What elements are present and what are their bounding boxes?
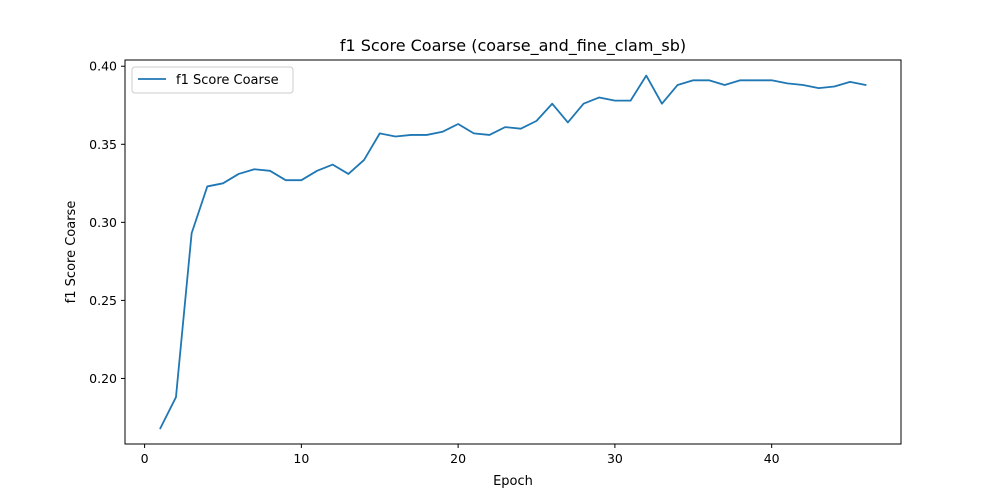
x-tick-label: 10 <box>293 451 309 466</box>
x-axis-label: Epoch <box>493 474 533 489</box>
y-tick-label: 0.30 <box>89 215 117 230</box>
plot-area-frame <box>124 59 902 445</box>
x-tick-label: 20 <box>450 451 466 466</box>
y-tick-label: 0.25 <box>89 293 117 308</box>
legend: f1 Score Coarse <box>131 66 294 94</box>
x-tick-label: 40 <box>764 451 780 466</box>
x-tick-label: 30 <box>607 451 623 466</box>
y-tick-label: 0.40 <box>89 59 117 74</box>
y-tick-label: 0.35 <box>89 137 117 152</box>
legend-box <box>131 66 294 94</box>
x-tick-label: 0 <box>141 451 149 466</box>
legend-label: f1 Score Coarse <box>176 73 279 88</box>
series-layer <box>159 74 867 430</box>
series-line <box>159 74 867 430</box>
axis-ticks: 0 10 20 30 40 0.20 0.25 0.30 0.35 0.40 <box>89 59 780 466</box>
y-tick-label: 0.20 <box>89 371 117 386</box>
y-axis-label: f1 Score Coarse <box>64 201 79 304</box>
chart-title: f1 Score Coarse (coarse_and_fine_clam_sb… <box>340 36 686 56</box>
